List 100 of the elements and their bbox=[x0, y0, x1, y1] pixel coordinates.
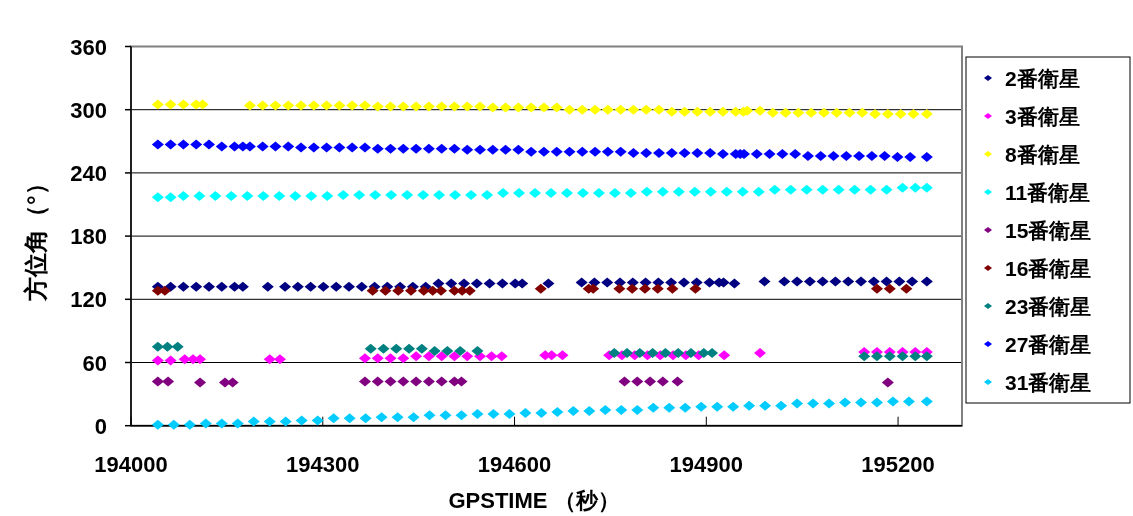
point bbox=[371, 101, 384, 112]
point bbox=[656, 186, 669, 197]
point bbox=[679, 402, 692, 413]
point bbox=[151, 192, 164, 203]
point bbox=[920, 108, 933, 119]
point bbox=[704, 106, 717, 117]
point bbox=[273, 354, 286, 365]
point bbox=[920, 396, 933, 407]
point bbox=[560, 187, 573, 198]
point bbox=[666, 283, 679, 294]
point bbox=[601, 104, 614, 115]
point bbox=[870, 351, 883, 362]
point bbox=[384, 353, 397, 364]
point bbox=[415, 343, 428, 354]
point bbox=[190, 281, 203, 292]
point bbox=[379, 285, 392, 296]
point bbox=[448, 101, 461, 112]
point bbox=[225, 191, 238, 202]
point bbox=[487, 409, 500, 420]
point bbox=[177, 99, 190, 110]
point bbox=[718, 350, 731, 361]
point bbox=[257, 191, 270, 202]
point bbox=[343, 413, 356, 424]
point bbox=[461, 351, 474, 362]
point bbox=[209, 191, 222, 202]
point bbox=[193, 191, 206, 202]
point bbox=[311, 415, 324, 426]
point bbox=[435, 351, 448, 362]
point bbox=[375, 412, 388, 423]
point bbox=[499, 102, 512, 113]
point bbox=[752, 186, 765, 197]
point bbox=[327, 413, 340, 424]
point bbox=[164, 99, 177, 110]
point bbox=[397, 353, 410, 364]
point bbox=[583, 405, 596, 416]
point bbox=[513, 187, 526, 198]
point bbox=[422, 376, 435, 387]
point bbox=[304, 281, 317, 292]
point bbox=[295, 100, 308, 111]
point bbox=[614, 104, 627, 115]
point bbox=[896, 351, 909, 362]
point bbox=[671, 376, 684, 387]
point bbox=[503, 409, 516, 420]
point bbox=[920, 182, 933, 193]
point bbox=[601, 277, 614, 288]
point bbox=[881, 377, 894, 388]
point bbox=[282, 100, 295, 111]
point bbox=[792, 107, 805, 118]
point bbox=[920, 351, 933, 362]
point bbox=[775, 400, 788, 411]
point bbox=[621, 348, 634, 359]
point bbox=[474, 101, 487, 112]
point bbox=[534, 283, 547, 294]
point bbox=[856, 107, 869, 118]
point bbox=[397, 101, 410, 112]
point bbox=[829, 276, 842, 287]
legend-label: 2番衛星 bbox=[1005, 67, 1080, 90]
point bbox=[902, 396, 915, 407]
point bbox=[906, 276, 919, 287]
point bbox=[269, 100, 282, 111]
point bbox=[346, 100, 359, 111]
point bbox=[448, 351, 461, 362]
point bbox=[711, 401, 724, 412]
y-tick-label: 300 bbox=[70, 97, 107, 123]
point bbox=[805, 107, 818, 118]
point bbox=[486, 102, 499, 113]
point bbox=[589, 104, 602, 115]
point bbox=[537, 102, 550, 113]
point bbox=[816, 276, 829, 287]
point bbox=[164, 192, 177, 203]
legend-label: 11番衛星 bbox=[1005, 181, 1091, 204]
point bbox=[441, 345, 454, 356]
point bbox=[542, 278, 555, 289]
point bbox=[842, 276, 855, 287]
point bbox=[496, 278, 509, 289]
point bbox=[728, 278, 741, 289]
point bbox=[528, 187, 541, 198]
point bbox=[563, 104, 576, 115]
point bbox=[677, 277, 690, 288]
point bbox=[855, 397, 867, 408]
point bbox=[231, 418, 244, 429]
point bbox=[305, 191, 318, 202]
point bbox=[592, 187, 605, 198]
point bbox=[202, 281, 215, 292]
point bbox=[241, 191, 254, 202]
point bbox=[684, 348, 697, 359]
point bbox=[445, 278, 458, 289]
point bbox=[177, 281, 190, 292]
point bbox=[624, 187, 637, 198]
point bbox=[407, 412, 420, 423]
point bbox=[458, 278, 471, 289]
x-tick-label: 194000 bbox=[94, 452, 168, 477]
point bbox=[691, 106, 704, 117]
point bbox=[920, 276, 933, 287]
point bbox=[215, 418, 228, 429]
point bbox=[736, 186, 749, 197]
point bbox=[422, 351, 435, 362]
point bbox=[848, 184, 861, 195]
point bbox=[471, 409, 484, 420]
point bbox=[556, 350, 569, 361]
